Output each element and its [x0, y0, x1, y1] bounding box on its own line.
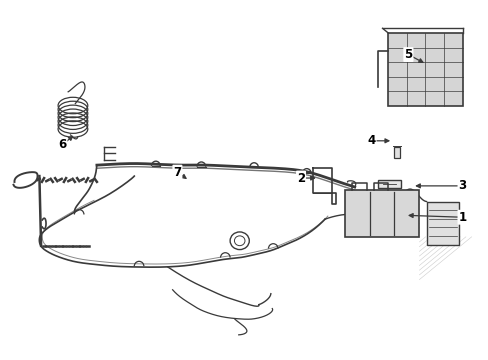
FancyBboxPatch shape	[387, 33, 462, 105]
Text: 6: 6	[58, 138, 66, 151]
Text: 2: 2	[296, 172, 305, 185]
Text: 3: 3	[458, 179, 466, 192]
FancyBboxPatch shape	[377, 180, 400, 188]
Text: 4: 4	[366, 134, 375, 147]
Text: 1: 1	[458, 211, 466, 224]
Text: 7: 7	[173, 166, 181, 179]
Bar	[393, 147, 399, 158]
FancyBboxPatch shape	[426, 202, 458, 245]
Polygon shape	[345, 190, 419, 237]
Text: 5: 5	[404, 48, 412, 61]
